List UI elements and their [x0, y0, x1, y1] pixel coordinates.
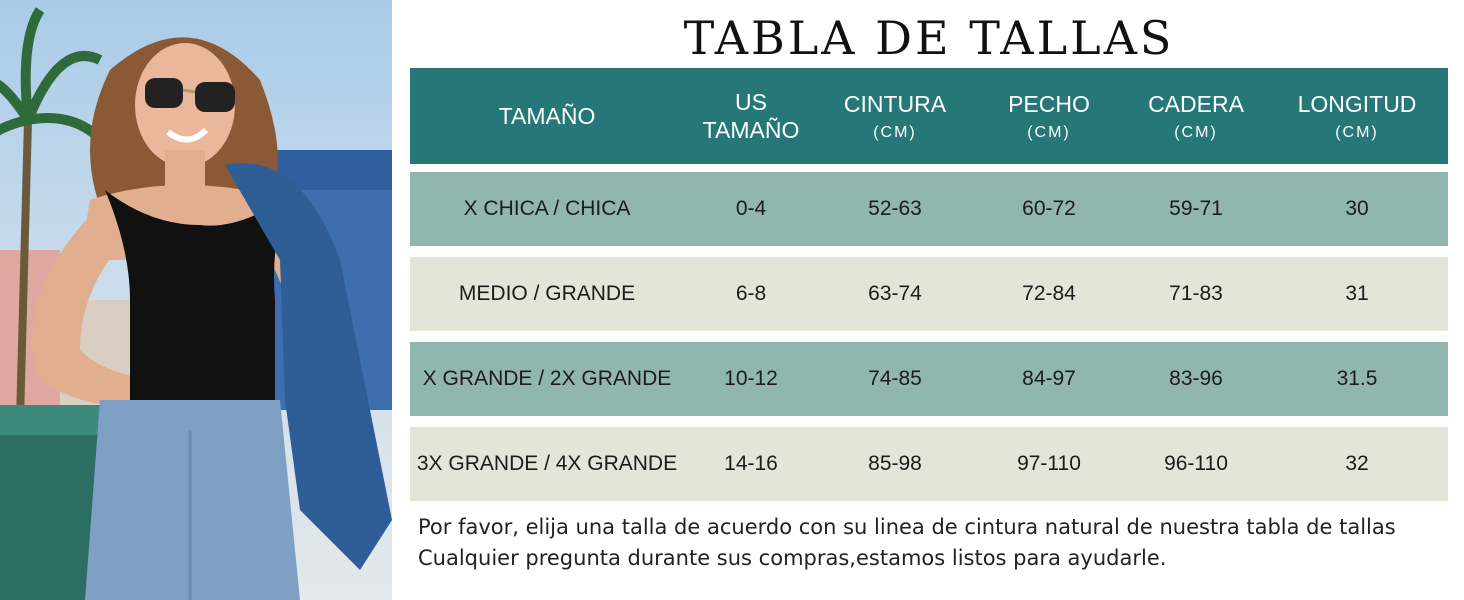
table-cell: 30 [1345, 197, 1369, 220]
model-illustration [0, 7, 392, 600]
table-cell: 83-96 [1169, 367, 1223, 390]
column-header-label: US TAMAÑO [702, 89, 800, 143]
size-notes: Por favor, elija una talla de acuerdo co… [418, 512, 1458, 574]
table-cell: 85-98 [868, 452, 922, 475]
table-cell: 96-110 [1164, 452, 1228, 475]
table-row: 3X GRANDE / 4X GRANDE 14-16 85-98 97-110… [410, 427, 1448, 501]
model-photo [0, 0, 392, 600]
size-chart-table: TAMAÑO US TAMAÑO CINTURA (CM) PECHO (CM)… [410, 68, 1448, 501]
table-cell: X CHICA / CHICA [463, 197, 631, 220]
table-cell: 52-63 [868, 197, 922, 220]
column-header-unit: (CM) [873, 124, 917, 141]
page-title: TABLA DE TALLAS [683, 11, 1175, 65]
column-header-unit: (CM) [1174, 124, 1218, 141]
note-line: Por favor, elija una talla de acuerdo co… [418, 515, 1396, 539]
table-cell: 74-85 [868, 367, 922, 390]
column-header-label: TAMAÑO [498, 103, 596, 129]
table-cell: MEDIO / GRANDE [458, 282, 636, 305]
table-cell: 14-16 [724, 452, 778, 475]
header-cell: US TAMAÑO [684, 88, 818, 144]
table-cell: 60-72 [1022, 197, 1076, 220]
column-header-label: PECHO [1008, 91, 1090, 117]
column-header-label: CINTURA [843, 91, 947, 117]
table-cell: 84-97 [1022, 367, 1076, 390]
header-cell: CINTURA (CM) [818, 90, 972, 142]
table-row: X GRANDE / 2X GRANDE 10-12 74-85 84-97 8… [410, 342, 1448, 416]
table-header-row: TAMAÑO US TAMAÑO CINTURA (CM) PECHO (CM)… [410, 68, 1448, 164]
table-cell: 31 [1345, 282, 1369, 305]
header-cell: TAMAÑO [410, 102, 684, 130]
table-cell: 3X GRANDE / 4X GRANDE [416, 452, 678, 475]
note-line: Cualquier pregunta durante sus compras,e… [418, 546, 1167, 570]
header-cell: PECHO (CM) [972, 90, 1126, 142]
header-cell: LONGITUD (CM) [1266, 90, 1448, 142]
table-cell: 63-74 [868, 282, 922, 305]
column-header-unit: (CM) [1027, 124, 1071, 141]
table-cell: X GRANDE / 2X GRANDE [422, 367, 672, 390]
column-header-label: LONGITUD [1297, 91, 1417, 117]
table-cell: 6-8 [735, 282, 767, 305]
table-cell: 97-110 [1017, 452, 1081, 475]
table-row: MEDIO / GRANDE 6-8 63-74 72-84 71-83 31 [410, 257, 1448, 331]
column-header-unit: (CM) [1335, 124, 1379, 141]
table-cell: 59-71 [1169, 197, 1223, 220]
table-cell: 32 [1345, 452, 1369, 475]
header-cell: CADERA (CM) [1126, 90, 1266, 142]
column-header-label: CADERA [1148, 91, 1244, 117]
table-cell: 72-84 [1022, 282, 1076, 305]
table-cell: 71-83 [1169, 282, 1223, 305]
table-cell: 0-4 [735, 197, 767, 220]
table-row: X CHICA / CHICA 0-4 52-63 60-72 59-71 30 [410, 172, 1448, 246]
table-cell: 31.5 [1336, 367, 1378, 390]
table-cell: 10-12 [724, 367, 778, 390]
